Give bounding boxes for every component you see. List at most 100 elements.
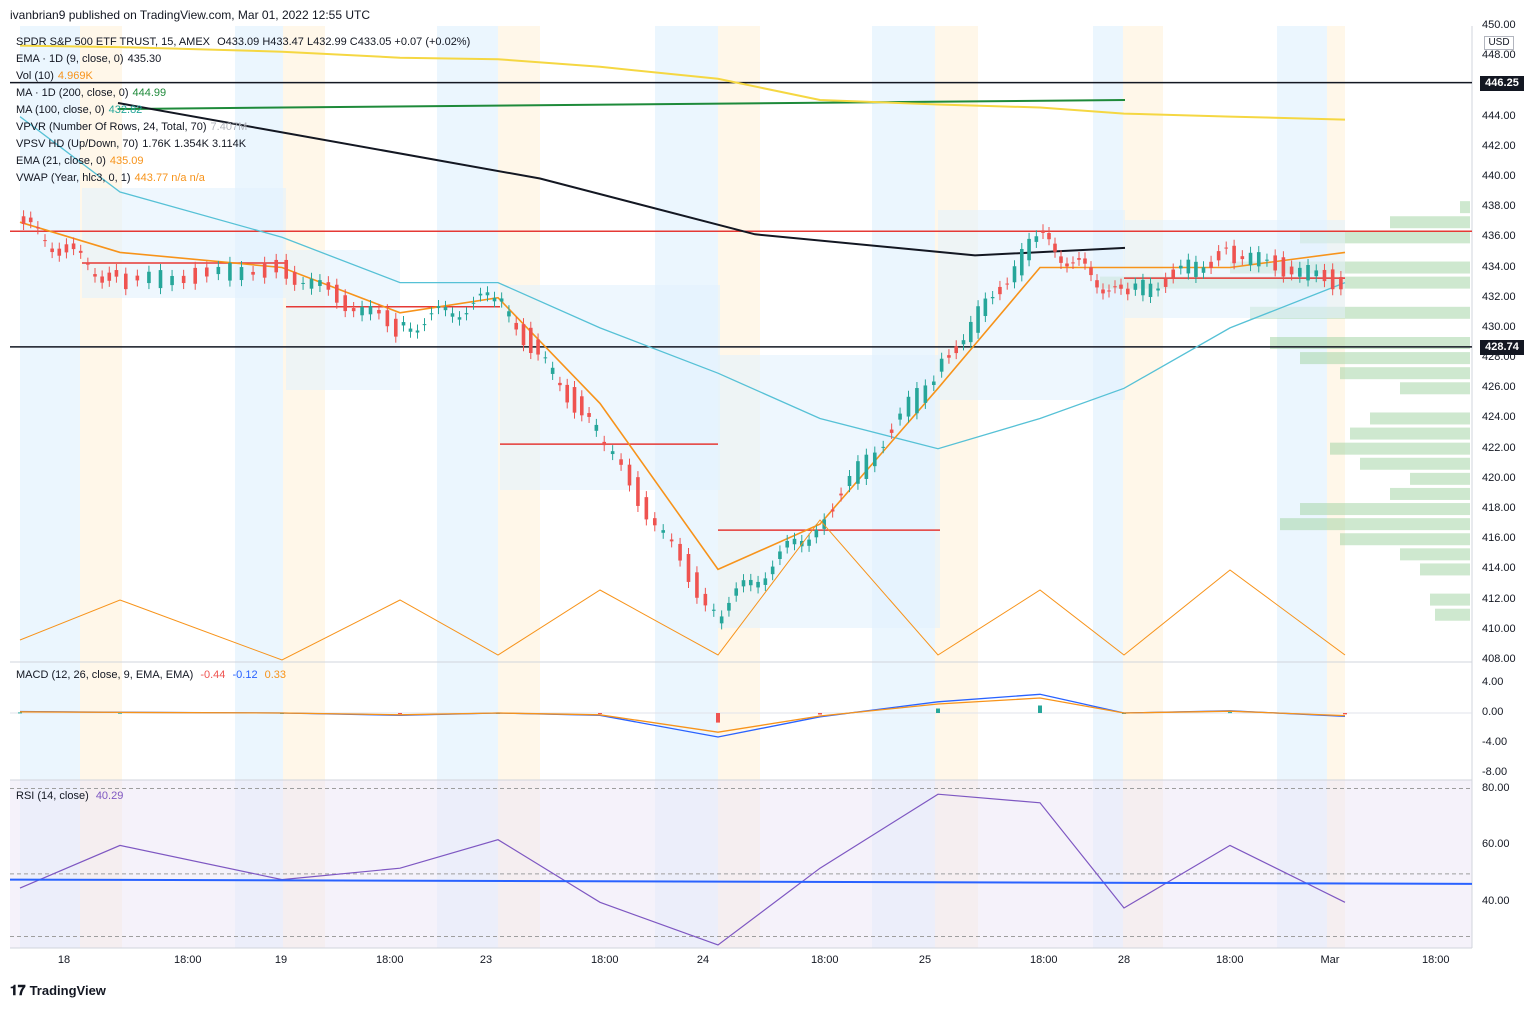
candle-body xyxy=(741,580,746,587)
candle-body xyxy=(968,321,973,343)
volume-line xyxy=(19,519,1346,661)
volume-profile-bar xyxy=(1300,352,1470,365)
price-tick: 438.00 xyxy=(1482,200,1516,213)
indicator-row[interactable]: EMA · 1D (9, close, 0) 435.30 xyxy=(16,51,470,68)
macd-legend[interactable]: MACD (12, 26, close, 9, EMA, EMA) -0.44 … xyxy=(16,669,286,681)
time-tick: 18:00 xyxy=(174,954,202,966)
candle-body xyxy=(1059,256,1063,263)
candle-body xyxy=(93,274,97,277)
price-level-tag[interactable]: 428.74 xyxy=(1480,339,1524,355)
candle-body xyxy=(1089,267,1093,276)
candle-body xyxy=(1232,245,1236,264)
chart-legend: SPDR S&P 500 ETF TRUST, 15, AMEX O433.09… xyxy=(16,34,470,187)
candle-body xyxy=(610,451,615,455)
rsi-legend[interactable]: RSI (14, close) 40.29 xyxy=(16,790,123,802)
price-level-tag[interactable]: 446.25 xyxy=(1480,75,1524,91)
candle-body xyxy=(377,309,381,314)
brand-name: TradingView xyxy=(29,983,106,998)
macd-histogram-bar xyxy=(1228,712,1232,714)
price-tick: 430.00 xyxy=(1482,320,1516,333)
indicator-row[interactable]: Vol (10) 4.969K xyxy=(16,68,470,85)
macd-tick: 4.00 xyxy=(1482,676,1504,688)
candle-body xyxy=(864,454,869,479)
indicator-row[interactable]: VPSV HD (Up/Down, 70) 1.76K 1.354K 3.114K xyxy=(16,136,470,153)
candle-body xyxy=(954,346,959,354)
macd-histogram-bar xyxy=(18,712,22,714)
ema21-line xyxy=(19,221,1346,571)
candle-body xyxy=(528,327,533,354)
indicator-label: MA (100, close, 0) xyxy=(16,104,105,116)
candle-body xyxy=(661,530,666,533)
indicator-row[interactable]: VWAP (Year, hlc3, 0, 1) 443.77 n/a n/a xyxy=(16,170,470,187)
price-tick: 414.00 xyxy=(1482,562,1516,575)
candle-body xyxy=(602,441,607,446)
volume-profile-bar xyxy=(1270,337,1470,349)
time-tick: 24 xyxy=(696,954,710,966)
candle-body xyxy=(1224,247,1229,249)
indicator-row[interactable]: MA (100, close, 0) 432.82 xyxy=(16,102,470,119)
candle-body xyxy=(1216,251,1221,261)
candle-body xyxy=(1314,270,1319,277)
candle-body xyxy=(763,578,768,585)
price-tick: 444.00 xyxy=(1482,109,1516,122)
candle-body xyxy=(1194,261,1198,277)
candle-body xyxy=(678,543,682,561)
price-tick: 440.00 xyxy=(1482,169,1516,182)
currency-button[interactable]: USD xyxy=(1484,36,1514,50)
candle-body xyxy=(814,529,819,538)
candle-body xyxy=(1077,258,1081,260)
indicator-value: 435.30 xyxy=(127,53,162,65)
candle-body xyxy=(923,385,928,403)
candle-body xyxy=(1248,252,1253,266)
candle-body xyxy=(492,297,497,302)
indicator-row[interactable]: MA · 1D (200, close, 0) 444.99 xyxy=(16,85,470,102)
time-tick: 18:00 xyxy=(376,954,404,966)
volume-profile-bar xyxy=(1300,503,1470,516)
macd-tick: -4.00 xyxy=(1482,736,1508,748)
candle-body xyxy=(550,367,555,374)
volume-profile-bar xyxy=(1370,412,1470,425)
candle-body xyxy=(1019,249,1024,276)
candle-body xyxy=(204,267,209,277)
volume-profile-bar xyxy=(1330,442,1470,455)
macd-signal-line xyxy=(19,697,1346,733)
ohlc-values: O433.09 H433.47 L432.99 C433.05 +0.07 (+… xyxy=(217,36,471,48)
indicator-value: 443.77 n/a n/a xyxy=(134,172,205,184)
price-tick: 426.00 xyxy=(1482,381,1516,394)
candle-body xyxy=(830,509,835,512)
candle-body xyxy=(318,280,322,286)
indicator-row[interactable]: EMA (21, close, 0) 435.09 xyxy=(16,153,470,170)
price-tick: 424.00 xyxy=(1482,411,1516,424)
candle-body xyxy=(847,475,852,487)
candle-body xyxy=(521,324,526,346)
candle-body xyxy=(114,270,119,277)
volume-profile-bar xyxy=(1350,427,1470,440)
indicator-label: EMA (21, close, 0) xyxy=(16,155,106,167)
price-tick: 450.00 xyxy=(1482,19,1516,31)
candle-body xyxy=(334,284,339,303)
candle-body xyxy=(734,588,739,596)
candle-body xyxy=(778,551,782,560)
candle-body xyxy=(792,538,797,545)
candle-body xyxy=(1306,264,1310,281)
candle-body xyxy=(558,382,562,386)
candle-body xyxy=(627,464,632,486)
candle-body xyxy=(915,388,919,414)
candle-body xyxy=(28,217,33,223)
indicator-list: EMA · 1D (9, close, 0) 435.30 Vol (10) 4.96… xyxy=(16,51,470,187)
session-profile-box xyxy=(500,285,720,490)
time-tick: 18:00 xyxy=(1422,954,1450,966)
candle-body xyxy=(807,539,811,546)
candle-body xyxy=(572,387,577,413)
candle-body xyxy=(78,250,83,253)
legend-symbol-row[interactable]: SPDR S&P 500 ETF TRUST, 15, AMEX O433.09… xyxy=(16,34,470,51)
candle-body xyxy=(21,216,26,224)
volume-profile-bar xyxy=(1410,472,1470,485)
macd-tick: 0.00 xyxy=(1482,706,1504,718)
candle-body xyxy=(889,429,894,433)
indicator-row[interactable]: VPVR (Number Of Rows, 24, Total, 70) 7.40… xyxy=(16,119,470,136)
volume-profile-bar xyxy=(1280,518,1470,531)
candle-body xyxy=(36,227,40,229)
price-tick: 448.00 xyxy=(1482,49,1516,62)
